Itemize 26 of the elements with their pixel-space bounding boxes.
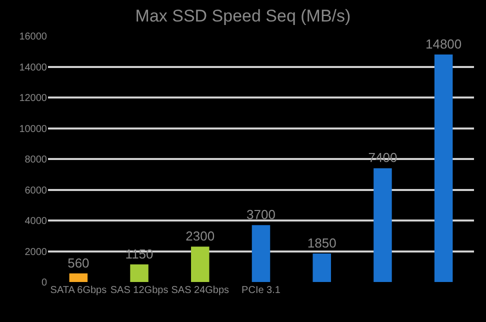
y-tick-label: 6000: [24, 185, 48, 196]
y-tick-label: 0: [41, 278, 48, 288]
bar: [130, 264, 148, 282]
bar: [312, 254, 331, 282]
bar: [434, 54, 453, 282]
bar: [69, 273, 88, 282]
x-tick-label: SAS 12Gbps: [110, 285, 168, 296]
data-label: 2300: [186, 228, 215, 244]
y-tick-label: 8000: [24, 154, 48, 166]
y-tick-label: 14000: [19, 62, 48, 74]
bar: [252, 225, 270, 282]
data-label: 560: [68, 255, 90, 270]
bar: [191, 246, 210, 282]
y-tick-label: 2000: [24, 246, 48, 258]
x-tick-label: PCIe 3.1: [242, 285, 281, 296]
data-label: 1850: [307, 236, 336, 251]
x-tick-label: SATA 6Gbps: [50, 285, 107, 296]
chart-title: Max SSD Speed Seq (MB/s): [135, 6, 351, 26]
data-label: 3700: [246, 207, 276, 222]
data-label: 14800: [425, 36, 462, 52]
y-tick-label: 4000: [24, 216, 48, 227]
y-tick-label: 12000: [19, 93, 48, 104]
y-tick-label: 16000: [19, 32, 48, 42]
bar: [374, 168, 392, 282]
y-tick-label: 10000: [19, 124, 48, 135]
x-tick-label: SAS 24Gbps: [171, 285, 230, 296]
